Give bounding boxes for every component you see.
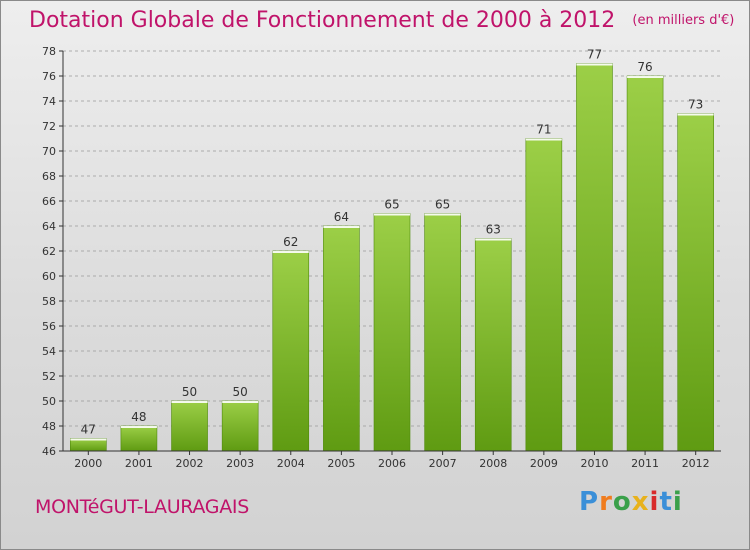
data-label: 65: [384, 198, 399, 212]
data-label: 76: [637, 60, 652, 74]
bar-top-highlight: [475, 238, 512, 241]
bar-top-highlight: [525, 138, 562, 141]
y-tick-label: 78: [42, 45, 56, 58]
bar-2006: [373, 213, 411, 452]
logo-letter: t: [659, 487, 673, 517]
title-line: Dotation Globale de Fonctionnement de 20…: [29, 8, 734, 33]
x-tick-label: 2012: [682, 457, 710, 470]
bar-top-highlight: [576, 63, 613, 66]
bar-top-highlight: [677, 113, 714, 116]
y-tick-label: 72: [42, 120, 56, 133]
y-tick-label: 62: [42, 245, 56, 258]
bars: 47 48 50 50 62 64 65 65 63 71 77 76 73: [70, 48, 714, 452]
logo-letter: r: [599, 487, 613, 517]
data-label: 50: [233, 385, 248, 399]
x-tick-label: 2005: [327, 457, 355, 470]
y-tick-label: 64: [42, 220, 56, 233]
proxiti-logo: Proxiti: [579, 487, 683, 517]
x-tick-label: 2011: [631, 457, 659, 470]
y-tick-label: 74: [42, 95, 56, 108]
y-tick-label: 52: [42, 370, 56, 383]
commune-name: MONTéGUT-LAURAGAIS: [35, 496, 249, 518]
bar-top-highlight: [272, 251, 309, 253]
bar-top-highlight: [70, 438, 107, 441]
axes: 46 48 50 52 54 56 58 60 62 64 66 68 70 72 74 76 78 2000 20…: [42, 45, 721, 470]
bar-2011: [626, 75, 664, 452]
logo-letter: o: [612, 487, 632, 517]
logo-letter: P: [579, 487, 600, 517]
logo-letter: i: [649, 487, 660, 517]
bar-2003: [221, 400, 259, 452]
chart-unit: (en milliers d'€): [632, 13, 735, 28]
y-tick-label: 46: [42, 445, 56, 458]
data-label: 77: [587, 48, 602, 62]
x-tick-label: 2009: [530, 457, 558, 470]
x-tick-label: 2010: [580, 457, 608, 470]
y-tick-label: 50: [42, 395, 56, 408]
bar-2009: [525, 138, 563, 452]
x-tick-label: 2004: [277, 457, 305, 470]
bar-top-highlight: [171, 401, 208, 403]
x-tick-label: 2000: [74, 457, 102, 470]
bar-top-highlight: [323, 226, 360, 228]
x-tick-label: 2002: [176, 457, 204, 470]
data-label: 62: [283, 235, 298, 249]
y-tick-label: 60: [42, 270, 56, 283]
bar-2005: [323, 225, 360, 452]
data-label: 48: [131, 410, 146, 424]
chart-title: Dotation Globale de Fonctionnement de 20…: [29, 8, 616, 33]
logo-letter: x: [631, 487, 650, 517]
data-label: 73: [688, 98, 703, 112]
x-tick-label: 2006: [378, 457, 406, 470]
bar-top-highlight: [627, 76, 664, 78]
bar-2004: [272, 250, 310, 452]
x-tick-label: 2001: [125, 457, 153, 470]
bar-top-highlight: [222, 401, 259, 403]
data-label: 63: [486, 223, 501, 237]
bar-2001: [120, 425, 158, 452]
bar-top-highlight: [120, 426, 157, 428]
bar-2007: [424, 213, 461, 452]
y-tick-label: 54: [42, 345, 56, 358]
y-tick-label: 68: [42, 170, 56, 183]
bar-2002: [171, 400, 208, 452]
bar-top-highlight: [374, 213, 410, 216]
bar-2012: [677, 113, 714, 452]
x-tick-label: 2003: [226, 457, 254, 470]
y-tick-label: 70: [42, 145, 56, 158]
x-tick-label: 2008: [479, 457, 507, 470]
y-tick-label: 66: [42, 195, 56, 208]
data-label: 65: [435, 198, 450, 212]
y-tick-label: 58: [42, 295, 56, 308]
y-tick-label: 48: [42, 420, 56, 433]
bar-2010: [576, 63, 613, 452]
x-tick-label: 2007: [429, 457, 457, 470]
y-tick-label: 76: [42, 70, 56, 83]
data-label: 71: [536, 123, 551, 137]
data-label: 47: [81, 423, 96, 437]
bar-top-highlight: [424, 213, 461, 216]
y-tick-label: 56: [42, 320, 56, 333]
data-label: 50: [182, 385, 197, 399]
logo-letter: i: [672, 487, 683, 517]
bar-2008: [474, 238, 512, 452]
data-label: 64: [334, 210, 349, 224]
